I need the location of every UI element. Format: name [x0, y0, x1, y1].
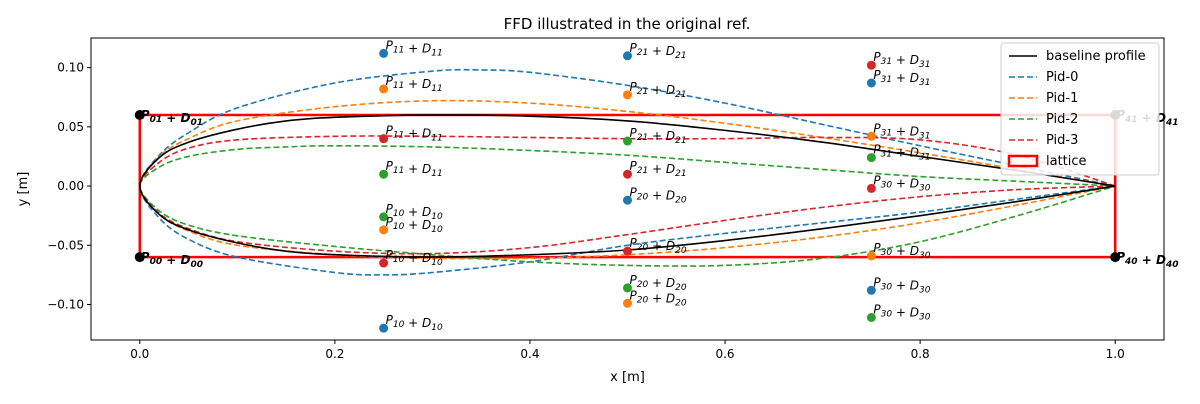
plot-area [138, 68, 1117, 276]
axes-frame [90, 37, 1165, 341]
control-point-label: P21 + D21 [630, 159, 687, 179]
axes: 0.0 0.2 0.4 0.6 0.8 1.0 −0.10 −0.05 0.00 0.05 0.10… [16, 37, 1165, 385]
control-point-marker [379, 48, 389, 58]
control-point-label: P31 + D31 [873, 121, 930, 141]
x-tick-label: 0.0 [130, 347, 149, 361]
legend-entry-label: Pid-3 [1046, 133, 1078, 148]
control-point-label: P21 + D21 [630, 80, 687, 100]
control-point-marker [866, 285, 876, 295]
legend-entry-label: Pid-2 [1046, 112, 1078, 127]
control-point-label: P10 + D10 [386, 313, 443, 333]
x-axis-label: x [m] [610, 370, 645, 385]
legend-box [1000, 42, 1160, 176]
corner-point-label: P00 + D00 [141, 250, 203, 270]
y-tick-label: 0.10 [57, 61, 84, 75]
y-axis-label: y [m] [16, 172, 31, 207]
legend-entry-label: Pid-1 [1046, 91, 1078, 106]
control-point-label: P20 + D20 [630, 273, 687, 293]
legend-entry-label: lattice [1046, 154, 1087, 169]
control-point-marker [866, 183, 876, 193]
control-point-marker [623, 298, 632, 308]
control-point-label: P30 + D30 [873, 241, 930, 261]
control-point-marker [623, 169, 632, 179]
control-point-marker [379, 258, 389, 268]
x-tick-label: 0.8 [911, 347, 930, 361]
control-point-label: P11 + D11 [386, 74, 443, 94]
corner-point-marker [134, 109, 145, 120]
control-point-marker [623, 246, 632, 256]
control-point-label: P30 + D30 [873, 173, 930, 193]
lattice-box [138, 113, 1117, 259]
control-point-label: P21 + D21 [630, 126, 687, 146]
control-point-marker [379, 169, 389, 179]
control-point-marker [623, 136, 632, 146]
x-tick-label: 1.0 [1106, 347, 1125, 361]
control-point-marker [379, 323, 389, 333]
corner-point-label: P01 + D01 [141, 108, 203, 128]
control-point-marker [379, 212, 389, 222]
control-point-marker [379, 134, 389, 144]
control-point-label: P11 + D11 [386, 159, 443, 179]
y-tick-label: 0.00 [57, 179, 84, 193]
corner-point-label: P40 + D40 [1116, 250, 1178, 270]
control-point-marker [866, 131, 876, 141]
control-point-label: P11 + D11 [386, 38, 443, 58]
control-point-label: P10 + D10 [386, 215, 443, 235]
control-point-marker [379, 84, 389, 94]
control-point-marker [623, 195, 632, 205]
legend-swatch [1007, 154, 1039, 168]
chart-title: FFD illustrated in the original ref. [504, 15, 751, 33]
control-point-label: P10 + D10 [386, 248, 443, 268]
control-point-marker [866, 153, 876, 163]
control-point-marker [866, 60, 876, 70]
control-point-marker [623, 283, 632, 293]
y-tick-label: 0.05 [57, 120, 84, 134]
legend: baseline profile Pid-0 Pid-1 Pid-2 Pid-3 latt… [1000, 42, 1160, 176]
control-point-label: P31 + D31 [873, 50, 930, 70]
control-point-marker [866, 78, 876, 88]
legend-entry-label: baseline profile [1046, 49, 1146, 64]
control-point-label: P11 + D11 [386, 124, 443, 144]
x-tick-label: 0.2 [325, 347, 344, 361]
corner-point-marker [134, 252, 145, 263]
plot-clip-group [138, 68, 1117, 276]
control-point-marker [623, 51, 632, 61]
control-point-label: P20 + D20 [630, 288, 687, 308]
y-tick-label: −0.10 [47, 297, 84, 311]
x-tick-label: 0.6 [715, 347, 734, 361]
control-point-label: P30 + D30 [873, 275, 930, 295]
control-point-marker [623, 90, 632, 100]
profile-baseline [138, 114, 1116, 258]
legend-entry-label: Pid-0 [1046, 70, 1078, 85]
control-point-marker [866, 251, 876, 261]
control-points: P11 + D11 P11 + D11 P11 + D11 P11 + D11 P10 … [134, 38, 1178, 333]
control-point-marker [379, 225, 389, 235]
control-point-label: P21 + D21 [630, 41, 687, 61]
control-point-label: P30 + D30 [873, 302, 930, 322]
y-tick-label: −0.05 [47, 238, 84, 252]
corner-point-marker [1110, 252, 1121, 263]
control-point-marker [866, 312, 876, 322]
profile-pid3 [138, 135, 1116, 255]
control-point-label: P20 + D20 [630, 236, 687, 256]
control-point-label: P20 + D20 [630, 185, 687, 205]
control-point-label: P31 + D31 [873, 68, 930, 88]
control-point-label: P10 + D10 [386, 202, 443, 222]
control-point-label: P31 + D31 [873, 143, 930, 163]
x-tick-label: 0.4 [520, 347, 539, 361]
